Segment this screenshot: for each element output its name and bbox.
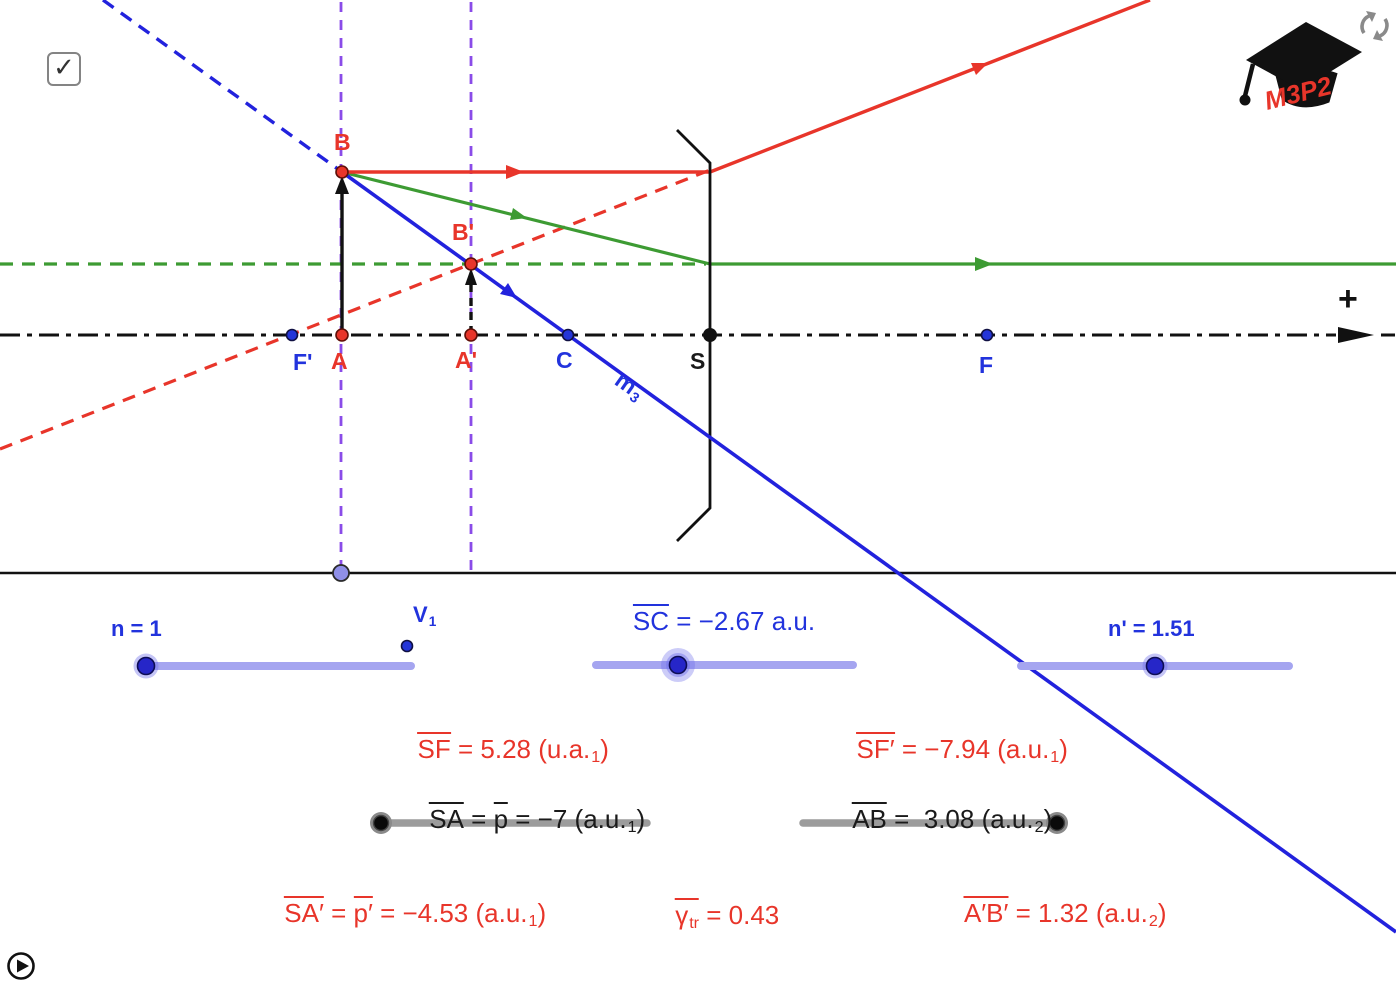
blue-ray-m3 bbox=[340, 170, 1396, 934]
sc-slider-label: SC = −2.67 a.u. bbox=[632, 604, 816, 636]
label-Fprime: F' bbox=[293, 349, 313, 375]
point-S bbox=[703, 328, 717, 342]
object-position-dot[interactable] bbox=[332, 564, 350, 582]
blue-ray-extension bbox=[102, 0, 343, 174]
check-icon: ✓ bbox=[53, 52, 75, 82]
reset-icon[interactable] bbox=[1360, 11, 1389, 41]
point-A bbox=[335, 328, 349, 342]
point-V1 bbox=[400, 639, 414, 653]
red-ray-refracted bbox=[709, 0, 1151, 174]
green-ray-arrowhead-2 bbox=[975, 257, 993, 271]
red-ray-arrowhead-2 bbox=[971, 63, 988, 75]
positive-direction-sign: + bbox=[1338, 280, 1358, 318]
readout-SA: SA = p = −7 (a.u.1) bbox=[429, 801, 646, 837]
nprime-slider-label: n' = 1.51 bbox=[1108, 616, 1195, 641]
readout-SF: SF = 5.28 (u.a.1) bbox=[417, 731, 609, 767]
play-icon bbox=[17, 959, 29, 973]
red-ray-extension bbox=[0, 168, 711, 451]
sa-slider-handle[interactable] bbox=[372, 814, 390, 832]
object-arrowhead bbox=[335, 176, 349, 194]
readout-SAprime: SA′ = p′ = −4.53 (a.u.1) bbox=[284, 895, 547, 931]
n-slider-handle[interactable] bbox=[136, 656, 156, 676]
label-A: A bbox=[331, 348, 348, 374]
point-C bbox=[561, 328, 575, 342]
readout-AB: AB = 3.08 (a.u.2) bbox=[852, 801, 1053, 837]
readout-SFprime: SF′ = −7.94 (a.u.1) bbox=[856, 731, 1068, 767]
readout-gamma-tr: γtr = 0.43 bbox=[675, 897, 780, 933]
point-Fprime bbox=[285, 328, 299, 342]
point-Aprime bbox=[464, 328, 478, 342]
label-V1: V1 bbox=[413, 602, 437, 629]
label-C: C bbox=[556, 347, 573, 373]
m3p2-logo bbox=[1239, 22, 1362, 112]
green-ray-arrowhead-1 bbox=[510, 208, 527, 220]
label-Aprime: A' bbox=[455, 347, 478, 373]
label-B: B bbox=[334, 129, 351, 155]
nprime-slider-handle[interactable] bbox=[1145, 656, 1165, 676]
axis-arrowhead bbox=[1338, 327, 1374, 343]
label-F: F bbox=[979, 352, 994, 378]
point-Bprime bbox=[464, 257, 478, 271]
image-arrowhead bbox=[465, 268, 477, 285]
red-ray-arrowhead-1 bbox=[506, 165, 524, 179]
label-S: S bbox=[690, 348, 706, 374]
ab-slider-handle[interactable] bbox=[1048, 814, 1066, 832]
blue-ray-arrowhead bbox=[500, 283, 517, 298]
point-B bbox=[335, 165, 349, 179]
n-slider-label: n = 1 bbox=[111, 616, 162, 641]
point-F bbox=[980, 328, 994, 342]
show-rays-checkbox[interactable]: ✓ bbox=[47, 52, 81, 86]
label-Bprime: B' bbox=[452, 219, 475, 245]
sc-slider-handle[interactable] bbox=[668, 655, 688, 675]
readout-AprimeBprime: A′B′ = 1.32 (a.u.2) bbox=[963, 895, 1167, 931]
